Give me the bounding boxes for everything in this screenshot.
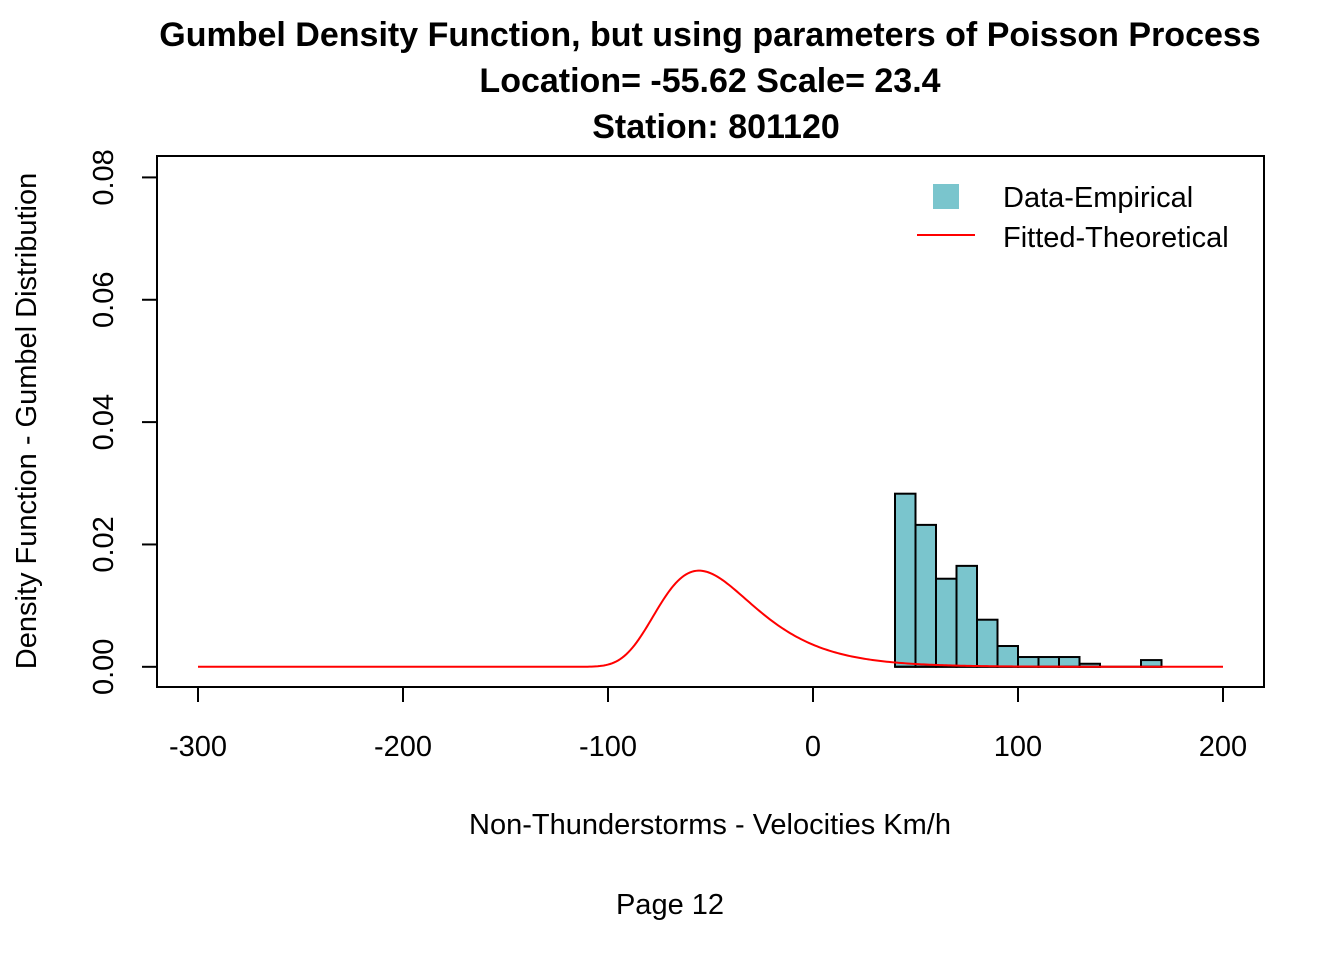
- histogram-bar: [976, 618, 999, 668]
- histogram-bar: [955, 564, 978, 668]
- fitted-curve-group: [198, 569, 1223, 668]
- x-axis-label: Non-Thunderstorms - Velocities Km/h: [469, 809, 951, 841]
- x-tick-label: 0: [805, 731, 821, 763]
- histogram-bar: [1017, 656, 1040, 668]
- histogram-bars: [894, 492, 1163, 668]
- x-tick-label: -300: [169, 731, 227, 763]
- histogram-bar: [1058, 656, 1081, 668]
- y-tick-label: 0.00: [88, 639, 120, 695]
- legend-label-theoretical: Fitted-Theoretical: [1003, 222, 1229, 254]
- histogram-bar: [1037, 656, 1060, 668]
- chart-title-line-2: Location= -55.62 Scale= 23.4: [479, 62, 940, 100]
- y-axis-label: Density Function - Gumbel Distribution: [11, 173, 43, 669]
- y-tick-label: 0.04: [88, 394, 120, 450]
- legend-label-empirical: Data-Empirical: [1003, 182, 1193, 214]
- legend: Data-Empirical Fitted-Theoretical: [917, 182, 1229, 254]
- legend-swatch-empirical: [933, 184, 959, 209]
- x-tick-label: -100: [579, 731, 637, 763]
- x-axis: -300 -200 -100 0 100 200: [169, 686, 1247, 763]
- histogram-bar: [935, 577, 958, 668]
- x-tick-label: 100: [994, 731, 1042, 763]
- histogram-bar: [894, 492, 917, 668]
- y-tick-label: 0.02: [88, 516, 120, 572]
- histogram-bar: [914, 523, 937, 668]
- y-tick-label: 0.08: [88, 149, 120, 205]
- y-axis: 0.00 0.02 0.04 0.06 0.08: [88, 149, 158, 695]
- y-tick-label: 0.06: [88, 272, 120, 328]
- chart-title-line-3: Station: 801120: [592, 108, 840, 146]
- x-tick-label: 200: [1199, 731, 1247, 763]
- fitted-density-curve: [198, 569, 1223, 668]
- chart-title-line-1: Gumbel Density Function, but using param…: [159, 16, 1260, 54]
- histogram-bar: [996, 645, 1019, 668]
- x-tick-label: -200: [374, 731, 432, 763]
- page-label: Page 12: [616, 889, 724, 921]
